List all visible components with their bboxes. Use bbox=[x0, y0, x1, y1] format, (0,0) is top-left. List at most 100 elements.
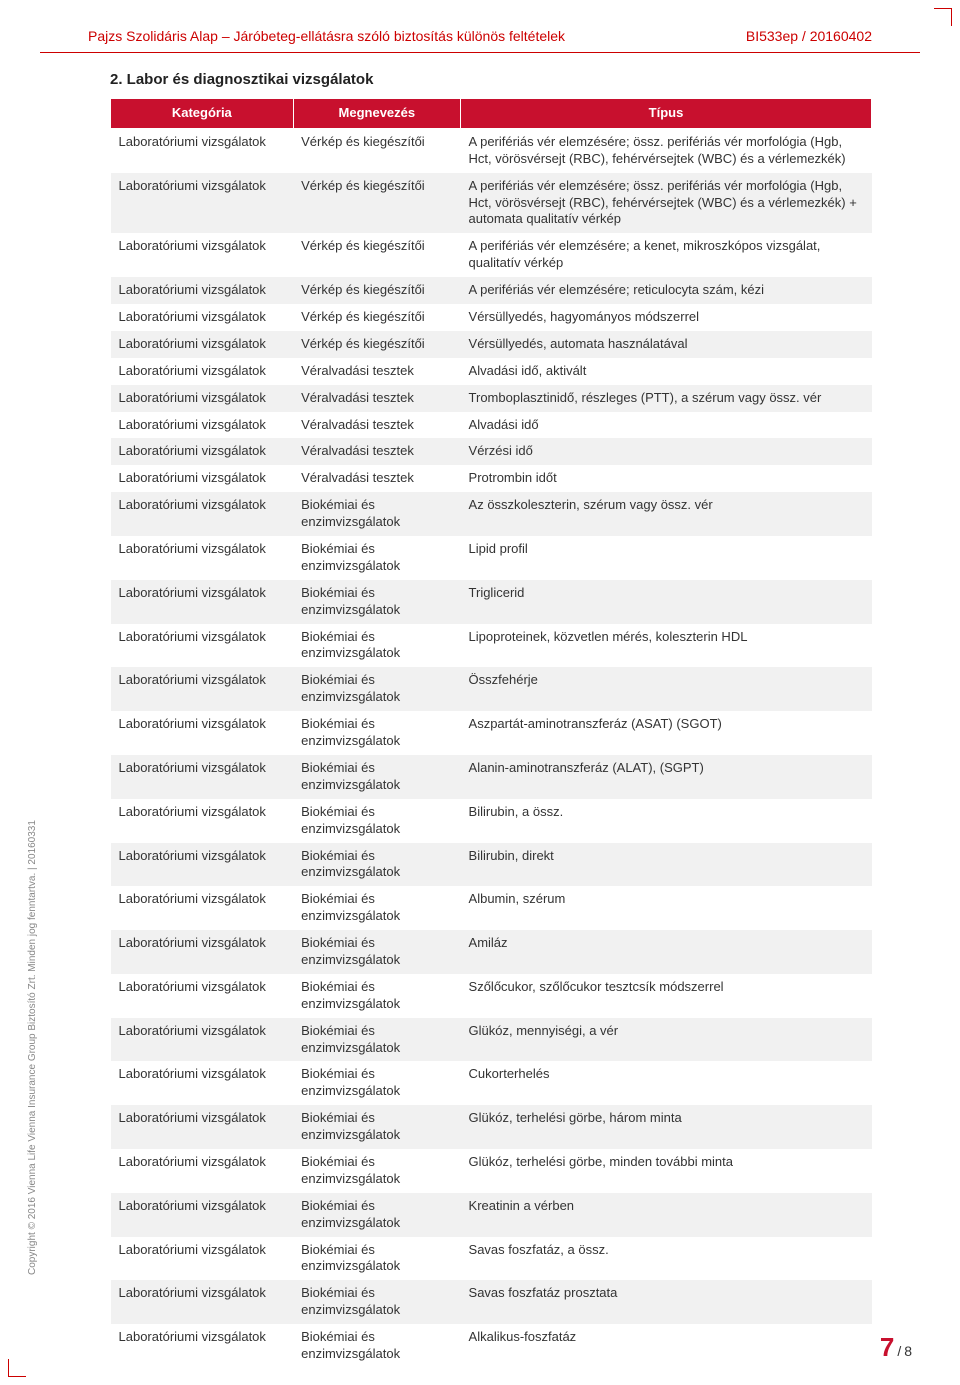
col-header-name: Megnevezés bbox=[293, 99, 460, 129]
cell-name: Vérkép és kiegészítői bbox=[293, 304, 460, 331]
cell-cat: Laboratóriumi vizsgálatok bbox=[111, 580, 294, 624]
table-row: Laboratóriumi vizsgálatokVérkép és kiegé… bbox=[111, 277, 872, 304]
table-row: Laboratóriumi vizsgálatokBiokémiai és en… bbox=[111, 886, 872, 930]
cell-cat: Laboratóriumi vizsgálatok bbox=[111, 128, 294, 172]
table-row: Laboratóriumi vizsgálatokVérkép és kiegé… bbox=[111, 128, 872, 172]
page-current: 7 bbox=[880, 1332, 894, 1362]
cell-name: Biokémiai és enzimvizsgálatok bbox=[293, 930, 460, 974]
cell-type: Protrombin időt bbox=[461, 465, 872, 492]
page-separator: / bbox=[897, 1343, 901, 1359]
table-row: Laboratóriumi vizsgálatokBiokémiai és en… bbox=[111, 1018, 872, 1062]
table-row: Laboratóriumi vizsgálatokBiokémiai és en… bbox=[111, 930, 872, 974]
cell-name: Biokémiai és enzimvizsgálatok bbox=[293, 536, 460, 580]
copyright-vertical: Copyright © 2016 Vienna Life Vienna Insu… bbox=[27, 820, 38, 1275]
cell-type: Amiláz bbox=[461, 930, 872, 974]
cell-cat: Laboratóriumi vizsgálatok bbox=[111, 358, 294, 385]
cell-type: Cukorterhelés bbox=[461, 1061, 872, 1105]
table-row: Laboratóriumi vizsgálatokBiokémiai és en… bbox=[111, 1105, 872, 1149]
cell-name: Biokémiai és enzimvizsgálatok bbox=[293, 1105, 460, 1149]
cell-cat: Laboratóriumi vizsgálatok bbox=[111, 1237, 294, 1281]
table-row: Laboratóriumi vizsgálatokVérkép és kiegé… bbox=[111, 233, 872, 277]
cell-name: Biokémiai és enzimvizsgálatok bbox=[293, 580, 460, 624]
col-header-type: Típus bbox=[461, 99, 872, 129]
cell-type: Tromboplasztinidő, részleges (PTT), a sz… bbox=[461, 385, 872, 412]
table-row: Laboratóriumi vizsgálatokBiokémiai és en… bbox=[111, 843, 872, 887]
table-row: Laboratóriumi vizsgálatokBiokémiai és en… bbox=[111, 974, 872, 1018]
cell-name: Biokémiai és enzimvizsgálatok bbox=[293, 886, 460, 930]
cell-type: A perifériás vér elemzésére; reticulocyt… bbox=[461, 277, 872, 304]
cell-name: Biokémiai és enzimvizsgálatok bbox=[293, 755, 460, 799]
table-row: Laboratóriumi vizsgálatokBiokémiai és en… bbox=[111, 1061, 872, 1105]
table-row: Laboratóriumi vizsgálatokVéralvadási tes… bbox=[111, 438, 872, 465]
table-row: Laboratóriumi vizsgálatokBiokémiai és en… bbox=[111, 1280, 872, 1324]
cell-type: Lipoproteinek, közvetlen mérés, koleszte… bbox=[461, 624, 872, 668]
table-row: Laboratóriumi vizsgálatokVérkép és kiegé… bbox=[111, 304, 872, 331]
table-row: Laboratóriumi vizsgálatokBiokémiai és en… bbox=[111, 580, 872, 624]
table-row: Laboratóriumi vizsgálatokBiokémiai és en… bbox=[111, 1149, 872, 1193]
cell-type: A perifériás vér elemzésére; össz. perif… bbox=[461, 128, 872, 172]
cell-type: Az összkoleszterin, szérum vagy össz. vé… bbox=[461, 492, 872, 536]
table-row: Laboratóriumi vizsgálatokBiokémiai és en… bbox=[111, 711, 872, 755]
table-row: Laboratóriumi vizsgálatokBiokémiai és en… bbox=[111, 492, 872, 536]
cell-cat: Laboratóriumi vizsgálatok bbox=[111, 304, 294, 331]
cell-name: Vérkép és kiegészítői bbox=[293, 128, 460, 172]
table-body: Laboratóriumi vizsgálatokVérkép és kiegé… bbox=[111, 128, 872, 1367]
cell-name: Biokémiai és enzimvizsgálatok bbox=[293, 667, 460, 711]
table-row: Laboratóriumi vizsgálatokBiokémiai és en… bbox=[111, 1237, 872, 1281]
table-header-row: Kategória Megnevezés Típus bbox=[111, 99, 872, 129]
table-row: Laboratóriumi vizsgálatokBiokémiai és en… bbox=[111, 1324, 872, 1368]
cell-name: Biokémiai és enzimvizsgálatok bbox=[293, 1324, 460, 1368]
col-header-category: Kategória bbox=[111, 99, 294, 129]
cell-type: Albumin, szérum bbox=[461, 886, 872, 930]
table-row: Laboratóriumi vizsgálatokBiokémiai és en… bbox=[111, 624, 872, 668]
cell-cat: Laboratóriumi vizsgálatok bbox=[111, 1193, 294, 1237]
cell-cat: Laboratóriumi vizsgálatok bbox=[111, 1018, 294, 1062]
cell-name: Véralvadási tesztek bbox=[293, 412, 460, 439]
section-title: 2. Labor és diagnosztikai vizsgálatok bbox=[110, 71, 872, 88]
cell-name: Biokémiai és enzimvizsgálatok bbox=[293, 1149, 460, 1193]
cell-name: Biokémiai és enzimvizsgálatok bbox=[293, 1018, 460, 1062]
cell-name: Biokémiai és enzimvizsgálatok bbox=[293, 624, 460, 668]
cell-name: Véralvadási tesztek bbox=[293, 438, 460, 465]
cell-type: Bilirubin, a össz. bbox=[461, 799, 872, 843]
cell-type: Glükóz, terhelési görbe, minden további … bbox=[461, 1149, 872, 1193]
cell-cat: Laboratóriumi vizsgálatok bbox=[111, 1280, 294, 1324]
lab-tests-table: Kategória Megnevezés Típus Laboratóriumi… bbox=[110, 98, 872, 1368]
cell-type: A perifériás vér elemzésére; össz. perif… bbox=[461, 173, 872, 234]
cell-cat: Laboratóriumi vizsgálatok bbox=[111, 667, 294, 711]
cell-type: A perifériás vér elemzésére; a kenet, mi… bbox=[461, 233, 872, 277]
cell-cat: Laboratóriumi vizsgálatok bbox=[111, 1105, 294, 1149]
cell-type: Vérsüllyedés, hagyományos módszerrel bbox=[461, 304, 872, 331]
cell-type: Vérsüllyedés, automata használatával bbox=[461, 331, 872, 358]
table-row: Laboratóriumi vizsgálatokBiokémiai és en… bbox=[111, 536, 872, 580]
table-row: Laboratóriumi vizsgálatokVérkép és kiegé… bbox=[111, 173, 872, 234]
cell-name: Biokémiai és enzimvizsgálatok bbox=[293, 799, 460, 843]
table-row: Laboratóriumi vizsgálatokVéralvadási tes… bbox=[111, 412, 872, 439]
cell-cat: Laboratóriumi vizsgálatok bbox=[111, 173, 294, 234]
cell-name: Vérkép és kiegészítői bbox=[293, 331, 460, 358]
cell-cat: Laboratóriumi vizsgálatok bbox=[111, 1061, 294, 1105]
cell-cat: Laboratóriumi vizsgálatok bbox=[111, 438, 294, 465]
cell-cat: Laboratóriumi vizsgálatok bbox=[111, 624, 294, 668]
cell-cat: Laboratóriumi vizsgálatok bbox=[111, 412, 294, 439]
page-header: Pajzs Szolidáris Alap – Járóbeteg-ellátá… bbox=[40, 0, 920, 53]
cell-name: Biokémiai és enzimvizsgálatok bbox=[293, 1280, 460, 1324]
cell-name: Véralvadási tesztek bbox=[293, 358, 460, 385]
table-row: Laboratóriumi vizsgálatokVéralvadási tes… bbox=[111, 385, 872, 412]
cell-cat: Laboratóriumi vizsgálatok bbox=[111, 843, 294, 887]
cell-type: Triglicerid bbox=[461, 580, 872, 624]
crop-mark-tr bbox=[934, 8, 952, 26]
cell-cat: Laboratóriumi vizsgálatok bbox=[111, 930, 294, 974]
cell-type: Glükóz, terhelési görbe, három minta bbox=[461, 1105, 872, 1149]
page-total: 8 bbox=[904, 1343, 912, 1359]
cell-name: Biokémiai és enzimvizsgálatok bbox=[293, 492, 460, 536]
cell-type: Bilirubin, direkt bbox=[461, 843, 872, 887]
cell-name: Vérkép és kiegészítői bbox=[293, 277, 460, 304]
header-docref: BI533ep / 20160402 bbox=[746, 28, 872, 44]
cell-type: Kreatinin a vérben bbox=[461, 1193, 872, 1237]
crop-mark-bl bbox=[8, 1359, 26, 1377]
cell-name: Biokémiai és enzimvizsgálatok bbox=[293, 1061, 460, 1105]
cell-cat: Laboratóriumi vizsgálatok bbox=[111, 1324, 294, 1368]
cell-name: Vérkép és kiegészítői bbox=[293, 233, 460, 277]
cell-cat: Laboratóriumi vizsgálatok bbox=[111, 1149, 294, 1193]
